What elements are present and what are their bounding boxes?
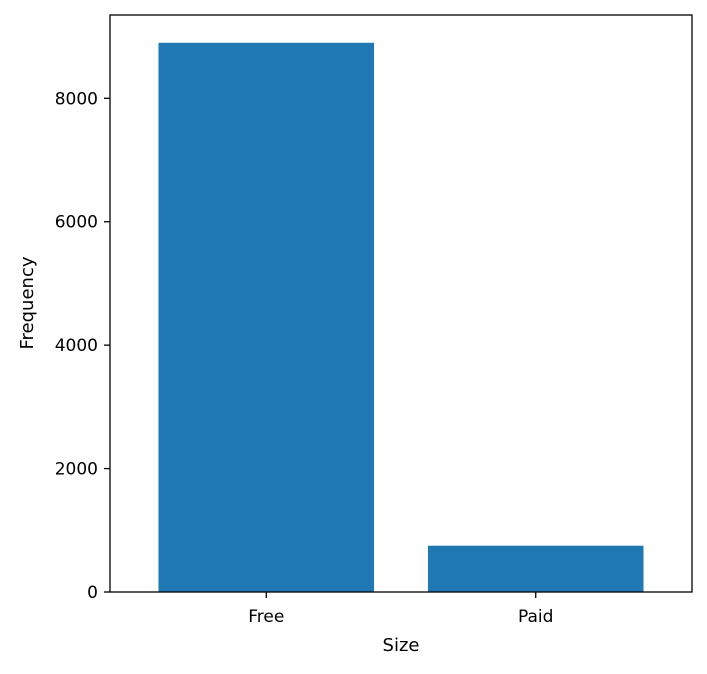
x-tick-label: Paid bbox=[518, 607, 553, 627]
y-tick-label: 2000 bbox=[55, 460, 98, 480]
bar-paid bbox=[427, 545, 644, 592]
x-tick-label: Free bbox=[248, 607, 284, 627]
y-tick-label: 6000 bbox=[55, 213, 98, 233]
y-tick-label: 0 bbox=[87, 583, 98, 603]
bars-layer bbox=[158, 42, 644, 592]
ticks-layer: Free Paid 0 2000 4000 6000 8000 bbox=[55, 89, 554, 627]
plot-frame bbox=[109, 14, 693, 593]
y-axis-label: Frequency bbox=[17, 256, 38, 349]
y-tick-label: 4000 bbox=[55, 336, 98, 356]
bar-free bbox=[158, 42, 375, 592]
y-tick-label: 8000 bbox=[55, 89, 98, 109]
x-axis-label: Size bbox=[383, 635, 420, 656]
